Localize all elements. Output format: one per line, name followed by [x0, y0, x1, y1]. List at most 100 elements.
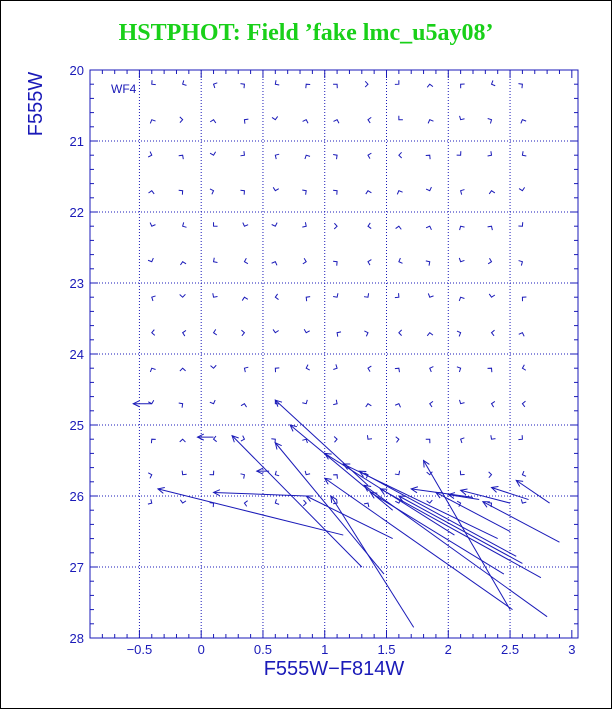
input-marker [243, 257, 249, 265]
input-marker [303, 328, 310, 334]
shift-vector-arrowhead [196, 433, 205, 441]
shift-vector [330, 495, 415, 628]
input-marker [181, 330, 187, 337]
input-marker [305, 296, 311, 302]
input-marker [147, 472, 153, 479]
input-marker [518, 435, 523, 441]
input-marker [394, 80, 400, 85]
input-marker [394, 293, 400, 299]
shift-vector [448, 494, 480, 501]
input-marker [302, 222, 307, 228]
input-marker [272, 329, 279, 334]
input-marker [240, 83, 245, 89]
input-marker [488, 471, 493, 478]
input-marker [458, 257, 465, 263]
input-marker [179, 499, 187, 504]
input-marker [274, 367, 280, 373]
chip-annotation: WF4 [111, 82, 137, 96]
input-marker [429, 366, 434, 373]
input-marker [521, 296, 527, 302]
input-marker [212, 82, 218, 89]
input-marker [398, 257, 403, 264]
input-marker [271, 222, 278, 227]
input-marker [333, 499, 338, 505]
input-marker [182, 80, 187, 86]
input-marker [151, 295, 156, 302]
input-marker [179, 116, 184, 123]
input-marker [271, 116, 279, 121]
input-marker [490, 329, 495, 337]
y-tick-label: 24 [70, 347, 84, 362]
input-marker [429, 400, 434, 408]
x-tick-label: 1.5 [377, 642, 395, 657]
input-marker [460, 83, 465, 89]
chart-title: HSTPHOT: Field ’fake lmc_u5ay08’ [118, 20, 494, 46]
input-marker [274, 499, 280, 505]
input-marker [302, 499, 307, 507]
input-marker [395, 436, 400, 443]
shift-vector-arrowhead [323, 452, 332, 460]
input-marker [518, 83, 523, 89]
input-marker [240, 151, 245, 157]
input-marker [274, 153, 280, 160]
input-marker [394, 470, 401, 476]
input-marker [178, 154, 184, 160]
x-axis-title: F555W−F814W [264, 658, 405, 680]
input-marker [209, 119, 217, 124]
shift-vectors [132, 399, 560, 628]
shift-vector [289, 424, 394, 511]
input-marker [212, 257, 218, 264]
shift-vector [359, 470, 517, 557]
input-marker [458, 296, 465, 302]
shift-vector-arrowhead [515, 479, 524, 487]
input-marker [178, 189, 184, 195]
input-marker [240, 473, 246, 479]
input-marker [243, 118, 249, 124]
input-marker [182, 222, 187, 228]
input-marker [425, 154, 431, 160]
shift-vector [324, 477, 513, 611]
input-marker [427, 119, 434, 124]
input-marker [488, 190, 496, 195]
input-marker [149, 119, 156, 124]
input-marker [179, 438, 186, 443]
input-marker [426, 83, 434, 88]
input-marker [333, 436, 338, 443]
input-marker [521, 364, 527, 371]
input-marker [210, 364, 217, 369]
input-marker [147, 151, 153, 158]
input-marker [179, 367, 186, 372]
input-marker [367, 152, 372, 159]
shift-vector-arrowhead [274, 399, 283, 407]
input-marker [398, 151, 403, 159]
input-marker [425, 438, 431, 444]
shift-vector-arrowhead [132, 400, 140, 408]
input-marker [425, 260, 431, 266]
input-marker [398, 115, 403, 121]
x-tick-label: 1 [321, 642, 328, 657]
shift-vector-arrowhead [305, 495, 314, 502]
input-marker [302, 438, 308, 444]
input-marker [302, 119, 309, 124]
x-tick-label: 2.5 [501, 642, 519, 657]
shift-vector [157, 488, 344, 536]
shift-vector-arrowhead [363, 484, 372, 492]
shift-vector-arrowhead [410, 486, 419, 494]
input-marker [459, 115, 465, 121]
shift-vector [213, 491, 307, 497]
input-marker [150, 438, 156, 444]
input-marker [336, 331, 342, 337]
input-marker [302, 258, 307, 265]
input-marker [333, 474, 338, 479]
input-marker [179, 293, 186, 298]
input-marker [212, 293, 218, 298]
shift-vector [411, 488, 474, 498]
input-marker [240, 435, 246, 442]
shift-vector [370, 492, 505, 575]
input-marker [521, 470, 527, 477]
input-marker [394, 403, 401, 408]
input-marker [149, 367, 156, 373]
input-marker [243, 366, 249, 373]
input-marker [304, 470, 311, 476]
